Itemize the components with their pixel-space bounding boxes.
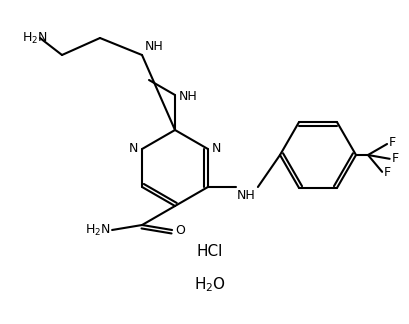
Text: NH: NH [179, 90, 198, 103]
Text: H$_2$N: H$_2$N [85, 223, 110, 237]
Text: O: O [175, 224, 185, 237]
Text: HCl: HCl [197, 245, 223, 260]
Text: NH: NH [145, 40, 164, 53]
Text: N: N [129, 143, 138, 156]
Text: F: F [389, 136, 396, 149]
Text: H$_2$N: H$_2$N [22, 30, 47, 46]
Text: H$_2$O: H$_2$O [194, 276, 226, 294]
Text: F: F [392, 152, 399, 165]
Text: F: F [384, 166, 391, 179]
Text: N: N [212, 143, 221, 156]
Text: NH: NH [237, 189, 256, 202]
